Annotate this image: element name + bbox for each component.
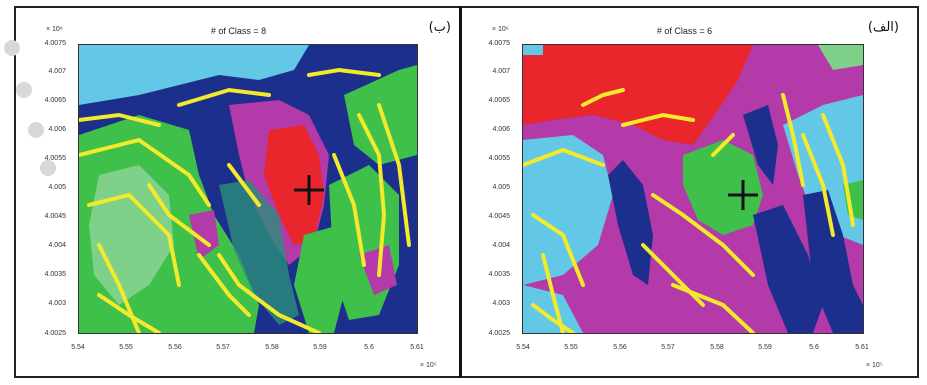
left-y-tick: 4.0045 bbox=[44, 213, 66, 220]
left-x-tick: 5.55 bbox=[119, 344, 133, 351]
right-y-exponent: × 10⁶ bbox=[492, 26, 509, 33]
right-y-tick: 4.0055 bbox=[488, 155, 510, 162]
right-x-tick: 5.55 bbox=[564, 344, 578, 351]
left-y-tick: 4.007 bbox=[48, 68, 66, 75]
right-x-tick: 5.59 bbox=[758, 344, 772, 351]
right-panel-title: # of Class = 6 bbox=[656, 26, 713, 36]
panel-divider bbox=[459, 6, 462, 378]
watermark bbox=[4, 40, 56, 176]
left-x-tick: 5.61 bbox=[410, 344, 424, 351]
left-x-tick: 5.57 bbox=[216, 344, 230, 351]
right-y-tick: 4.0075 bbox=[488, 40, 510, 47]
right-y-tick: 4.0025 bbox=[488, 330, 510, 337]
right-x-exponent: × 10⁵ bbox=[866, 362, 883, 369]
left-cluster-map-graphic bbox=[79, 45, 417, 333]
right-x-tick: 5.58 bbox=[710, 344, 724, 351]
right-x-tick: 5.61 bbox=[855, 344, 869, 351]
left-y-tick: 4.0025 bbox=[44, 330, 66, 337]
right-cluster-map-graphic bbox=[523, 45, 863, 333]
right-x-tick: 5.6 bbox=[809, 344, 819, 351]
left-panel-title: # of Class = 8 bbox=[210, 26, 267, 36]
right-y-tick: 4.0035 bbox=[488, 271, 510, 278]
left-x-tick: 5.6 bbox=[364, 344, 374, 351]
left-x-tick: 5.59 bbox=[313, 344, 327, 351]
left-panel-label: (ب) bbox=[428, 20, 451, 35]
right-x-tick: 5.57 bbox=[661, 344, 675, 351]
right-x-tick: 5.56 bbox=[613, 344, 627, 351]
right-y-tick: 4.006 bbox=[492, 126, 510, 133]
right-cluster-map bbox=[522, 44, 864, 334]
right-y-tick: 4.004 bbox=[492, 242, 510, 249]
right-y-tick: 4.0065 bbox=[488, 97, 510, 104]
right-y-tick: 4.0045 bbox=[488, 213, 510, 220]
left-y-tick: 4.0035 bbox=[44, 271, 66, 278]
left-y-tick: 4.003 bbox=[48, 300, 66, 307]
right-panel-label: (الف) bbox=[867, 20, 899, 35]
left-x-exponent: × 10⁵ bbox=[420, 362, 437, 369]
left-x-tick: 5.54 bbox=[71, 344, 85, 351]
left-y-tick: 4.006 bbox=[48, 126, 66, 133]
left-x-tick: 5.56 bbox=[168, 344, 182, 351]
left-y-exponent: × 10⁶ bbox=[46, 26, 63, 33]
right-y-tick: 4.007 bbox=[492, 68, 510, 75]
left-y-tick: 4.0055 bbox=[44, 155, 66, 162]
right-x-tick: 5.54 bbox=[516, 344, 530, 351]
right-y-tick: 4.005 bbox=[492, 184, 510, 191]
right-y-tick: 4.003 bbox=[492, 300, 510, 307]
left-y-tick: 4.004 bbox=[48, 242, 66, 249]
left-y-tick: 4.0065 bbox=[44, 97, 66, 104]
left-cluster-map bbox=[78, 44, 418, 334]
left-y-tick: 4.0075 bbox=[44, 40, 66, 47]
right-panel: # of Class = 6 (الف) × 10⁶ × 10⁵ 4.0075 … bbox=[462, 6, 907, 378]
left-panel: # of Class = 8 (ب) × 10⁶ × 10⁵ 4.0075 4.… bbox=[16, 6, 461, 378]
left-y-tick: 4.005 bbox=[48, 184, 66, 191]
left-x-tick: 5.58 bbox=[265, 344, 279, 351]
